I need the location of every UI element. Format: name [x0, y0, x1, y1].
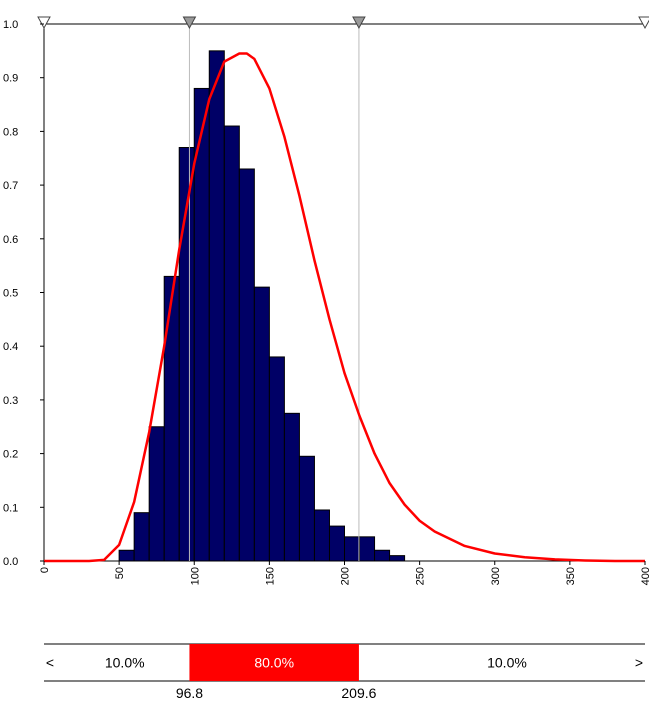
middle-percent: 80.0%	[254, 655, 294, 671]
marker-triangle-handle[interactable]	[352, 16, 366, 30]
x-tick-label: 400	[640, 567, 649, 585]
marker-triangle-handle[interactable]	[182, 16, 197, 30]
histogram-bar	[283, 412, 300, 562]
y-tick-label: 0.5	[3, 288, 18, 300]
histogram-bar	[133, 512, 150, 562]
histogram-bar	[344, 536, 361, 562]
x-tick-label: 50	[114, 567, 126, 579]
band-middle-region	[189, 644, 359, 681]
y-tick-label: 1.0	[3, 19, 18, 31]
histogram-bar	[328, 525, 346, 562]
y-tick-label: 0.7	[3, 180, 18, 192]
y-tick-label: 0.8	[3, 126, 18, 138]
y-tick-label: 0.3	[3, 395, 18, 407]
x-tick-label: 150	[264, 567, 276, 585]
x-tick-label: 300	[490, 567, 502, 585]
histogram-bar	[374, 549, 391, 562]
y-tick-label: 0.4	[3, 341, 18, 353]
lower-bound-value: 96.8	[176, 685, 203, 701]
histogram-bar	[268, 356, 285, 562]
marker-triangle-handle[interactable]	[638, 16, 649, 30]
y-tick-label: 0.1	[3, 502, 18, 514]
x-tick-label: 100	[189, 567, 201, 585]
upper-bound-value: 209.6	[341, 685, 376, 701]
y-tick-label: 0.6	[3, 234, 18, 246]
right-tail-percent: 10.0%	[487, 655, 527, 671]
histogram-bar	[208, 50, 225, 562]
x-tick-label: 250	[415, 567, 427, 585]
histogram-bar	[253, 286, 270, 562]
y-tick-label: 0.2	[3, 449, 18, 461]
y-tick-label: 0.9	[3, 73, 18, 85]
histogram-bar	[298, 455, 315, 562]
histogram-bar	[223, 125, 240, 562]
fitted-curve	[44, 52, 645, 563]
x-tick-label: 200	[340, 567, 352, 585]
histogram-bar	[118, 549, 135, 562]
y-tick-label: 0.0	[3, 556, 18, 568]
histogram-bar	[238, 168, 255, 562]
histogram-bar	[313, 509, 330, 562]
left-tail-percent: 10.0%	[105, 655, 145, 671]
x-tick-label: 0	[39, 567, 51, 573]
right-scroll-arrow[interactable]: >	[635, 655, 643, 671]
histogram-bar	[359, 536, 376, 562]
x-tick-label: 350	[565, 567, 577, 585]
histogram-bar	[389, 555, 406, 562]
left-scroll-arrow[interactable]: <	[46, 655, 54, 671]
histogram-bar	[148, 426, 165, 562]
histogram-bar	[163, 275, 180, 562]
marker-triangle-handle[interactable]	[37, 16, 51, 30]
